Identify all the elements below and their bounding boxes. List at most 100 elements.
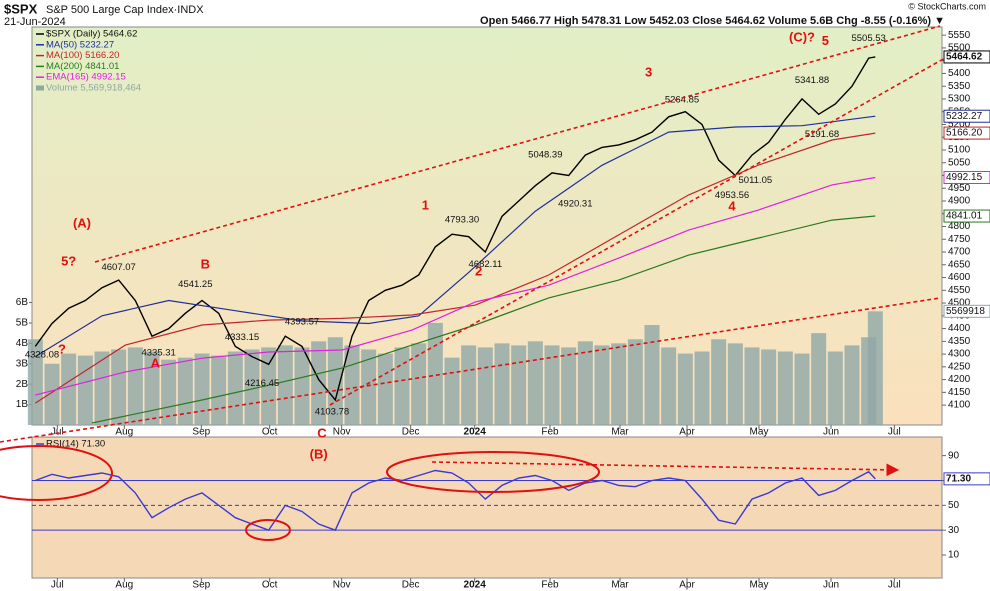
y-tick-label: 4600 xyxy=(948,272,971,283)
price-annotation: 4216.45 xyxy=(245,378,279,389)
x-tick-label: Feb xyxy=(541,427,559,438)
base-trendline xyxy=(0,297,941,443)
volume-bar xyxy=(477,347,493,425)
y-tick-label: 5550 xyxy=(948,30,971,41)
value-tag xyxy=(943,209,990,223)
value-tag-label: 5232.27 xyxy=(946,111,983,122)
price-annotation: 4333.15 xyxy=(225,332,259,343)
y-tick-label: 4900 xyxy=(948,196,971,207)
wave-label: 1 xyxy=(422,198,429,213)
volume-bar xyxy=(644,324,660,425)
y-tick-label: 4300 xyxy=(948,349,971,360)
series-line xyxy=(35,469,876,532)
volume-bar xyxy=(411,343,427,425)
x-tick-label: Dec xyxy=(402,580,420,591)
series-line xyxy=(34,56,876,402)
volume-bar xyxy=(61,353,77,425)
volume-bar xyxy=(94,351,110,425)
y2-tick-label: 2B xyxy=(16,379,29,390)
volume-bar xyxy=(727,343,743,425)
volume-bar xyxy=(677,353,693,425)
x-tick-label: Jun xyxy=(823,580,839,591)
y-tick-label: 5200 xyxy=(948,119,971,130)
wave-label: (A) xyxy=(73,215,91,230)
volume-bar xyxy=(544,345,560,425)
highlight-ellipse xyxy=(245,519,291,541)
volume-bar xyxy=(44,363,60,425)
value-tag-label: 71.30 xyxy=(946,474,971,485)
lower-trendline xyxy=(329,57,946,406)
volume-bar xyxy=(427,322,443,425)
series-line xyxy=(91,215,876,424)
legend-label: Volume 5,569,918,464 xyxy=(46,83,141,94)
x-tick-label: Feb xyxy=(541,580,559,591)
volume-bar xyxy=(327,337,343,425)
legend-label: RSI(14) 71.30 xyxy=(46,439,105,450)
volume-bar xyxy=(277,345,293,425)
value-tag xyxy=(943,109,990,123)
x-tick-label: Sep xyxy=(192,580,210,591)
price-annotation: 4953.56 xyxy=(715,190,749,201)
price-annotation: 4920.31 xyxy=(558,198,592,209)
series-line xyxy=(34,132,876,404)
series-line xyxy=(35,176,876,396)
legend-label: $SPX (Daily) 5464.62 xyxy=(46,29,137,40)
y-tick-label: 4100 xyxy=(948,400,971,411)
volume-bar xyxy=(261,347,277,425)
price-annotation: 4393.57 xyxy=(285,317,319,328)
volume-bar xyxy=(594,345,610,425)
y-tick-label: 4350 xyxy=(948,336,971,347)
volume-bar xyxy=(694,351,710,425)
price-annotation: 4103.78 xyxy=(315,407,349,418)
volume-bar xyxy=(577,341,593,425)
volume-bar xyxy=(867,311,883,425)
volume-bar xyxy=(561,347,577,425)
x-tick-label: Nov xyxy=(333,580,351,591)
value-tag xyxy=(943,170,990,184)
x-tick-label: May xyxy=(750,427,769,438)
wave-label: ? xyxy=(58,341,66,356)
y-tick-label: 10 xyxy=(948,550,960,561)
volume-bar xyxy=(77,355,93,425)
x-tick-label: Oct xyxy=(262,580,278,591)
y-tick-label: 4950 xyxy=(948,183,971,194)
y-tick-label: 5500 xyxy=(948,43,971,54)
x-tick-label: Apr xyxy=(679,427,695,438)
wave-label: A xyxy=(151,355,161,370)
y-tick-label: 5400 xyxy=(948,68,971,79)
y2-tick-label: 4B xyxy=(16,338,29,349)
volume-bar xyxy=(144,351,160,425)
x-tick-label: Jul xyxy=(888,580,901,591)
volume-bar xyxy=(177,357,193,425)
value-tag xyxy=(943,126,990,140)
price-annotation: 4335.31 xyxy=(141,348,175,359)
x-tick-label: Mar xyxy=(611,427,629,438)
volume-bar xyxy=(111,349,127,425)
wave-label: 5 xyxy=(822,33,829,48)
y-tick-label: 5050 xyxy=(948,157,971,168)
volume-bar xyxy=(394,347,410,425)
y2-tick-label: 1B xyxy=(16,399,29,410)
y2-tick-label: 6B xyxy=(16,297,29,308)
price-annotation: 5505.53 xyxy=(851,33,885,44)
x-tick-label: Jul xyxy=(888,427,901,438)
credit: © StockCharts.com xyxy=(908,1,986,11)
volume-bar xyxy=(27,339,43,425)
symbol: $SPX xyxy=(4,1,38,16)
x-tick-label: 2024 xyxy=(464,427,487,438)
highlight-ellipse xyxy=(0,445,113,501)
value-tag-label: 5464.62 xyxy=(946,52,983,63)
volume-bar xyxy=(377,353,393,425)
volume-bar xyxy=(827,351,843,425)
value-tag-label: 4841.01 xyxy=(946,211,983,222)
price-annotation: 5191.68 xyxy=(805,129,839,140)
highlights xyxy=(0,445,600,541)
volume-bar xyxy=(211,355,227,425)
x-tick-label: Sep xyxy=(192,427,210,438)
date: 21-Jun-2024 xyxy=(4,16,66,28)
y-tick-label: 5350 xyxy=(948,81,971,92)
index-name: S&P 500 Large Cap Index·INDX xyxy=(46,4,204,16)
volume-bar xyxy=(294,347,310,425)
x-tick-label: Apr xyxy=(679,580,695,591)
